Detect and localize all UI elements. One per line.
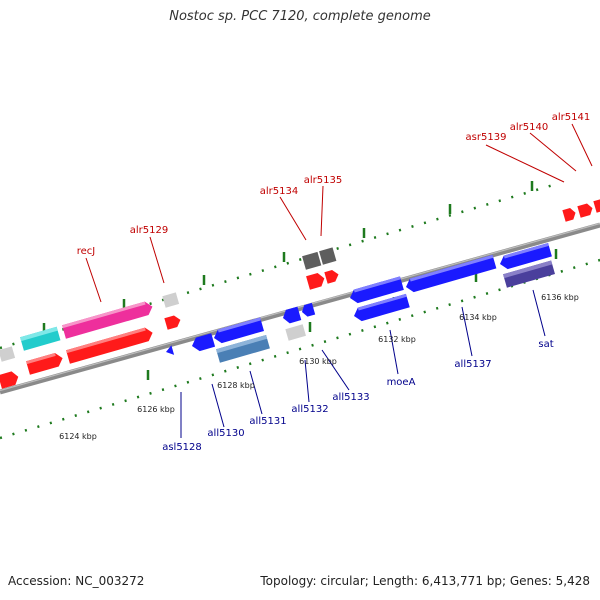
kbp-tick-labels: 6124 kbp 6126 kbp 6128 kbp 6130 kbp 6132…: [59, 293, 579, 441]
gene-label-all5133: all5133: [332, 392, 369, 403]
reverse-genes: [166, 242, 555, 363]
tick-label-6126: 6126 kbp: [137, 405, 175, 414]
tick-label-6130: 6130 kbp: [299, 357, 337, 366]
gene-box-red-5: [306, 272, 325, 290]
gene-box-blue-3: [283, 306, 302, 324]
gene-label-asr5139: asr5139: [466, 132, 507, 143]
genome-summary-text: Topology: circular; Length: 6,413,771 bp…: [260, 574, 590, 588]
gene-box-blue-tiny: [166, 345, 175, 355]
reverse-dotted-track: [0, 258, 600, 440]
gene-box-red-left: [0, 371, 19, 389]
gene-label-alr5129: alr5129: [130, 225, 168, 236]
gene-label-recj: recJ: [77, 246, 96, 257]
tick-label-6134: 6134 kbp: [459, 313, 497, 322]
gene-box-grey-rev: [285, 324, 306, 341]
gene-label-alr5141: alr5141: [552, 112, 590, 123]
gene-box-grey-left: [0, 346, 16, 362]
gene-box-slateblue: [503, 260, 555, 288]
gene-box-blue-5: [350, 276, 404, 304]
gene-box-magenta: [62, 301, 153, 339]
gene-label-all5131: all5131: [249, 416, 286, 427]
gene-label-all5130: all5130: [207, 428, 244, 439]
gene-box-blue-1: [192, 333, 216, 352]
tick-label-6136: 6136 kbp: [541, 293, 579, 302]
tick-label-6132: 6132 kbp: [378, 335, 416, 344]
gene-box-red-4: [164, 315, 181, 330]
tick-label-6124: 6124 kbp: [59, 432, 97, 441]
forward-leader-lines: [85, 123, 593, 303]
gene-label-alr5134: alr5134: [260, 186, 298, 197]
gene-label-moea: moeA: [387, 377, 416, 388]
map-title: Nostoc sp. PCC 7120, complete genome: [169, 9, 431, 24]
tick-label-6128: 6128 kbp: [217, 381, 255, 390]
gene-label-alr5135: alr5135: [304, 175, 342, 186]
accession-text: Accession: NC_003272: [8, 574, 145, 588]
gene-label-all5132: all5132: [291, 404, 328, 415]
gene-box-blue-7: [406, 254, 497, 293]
forward-genes: [0, 199, 600, 389]
gene-label-alr5140: alr5140: [510, 122, 548, 133]
gene-box-red-6: [324, 270, 339, 284]
gene-box-red-7: [562, 208, 576, 222]
gene-box-blue-4: [302, 302, 316, 317]
gene-box-cyan: [20, 326, 61, 351]
gene-label-asl5128: asl5128: [162, 442, 202, 453]
gene-box-red-3: [66, 327, 153, 364]
gene-box-red-2: [26, 353, 63, 375]
gene-box-darkgrey-b: [319, 247, 337, 265]
forward-gene-labels: recJ alr5129 alr5134 alr5135 asr5139 alr…: [77, 112, 590, 257]
gene-box-blue-2: [214, 317, 264, 344]
gene-box-darkgrey-a: [302, 251, 322, 270]
genome-backbone: [0, 222, 600, 395]
gene-label-sat: sat: [538, 339, 553, 350]
reverse-gene-labels: asl5128 all5130 all5131 all5132 all5133 …: [162, 339, 553, 453]
gene-box-red-9: [593, 199, 600, 213]
gene-box-red-8: [577, 203, 593, 218]
reverse-leader-lines: [180, 289, 546, 438]
gene-box-blue-8: [500, 242, 552, 270]
gene-box-grey-small: [162, 292, 180, 308]
gene-label-all5137: all5137: [454, 359, 491, 370]
gene-box-blue-6: [354, 293, 410, 322]
gene-box-steelblue: [216, 334, 270, 363]
genome-backbone-highlight: [0, 222, 600, 392]
